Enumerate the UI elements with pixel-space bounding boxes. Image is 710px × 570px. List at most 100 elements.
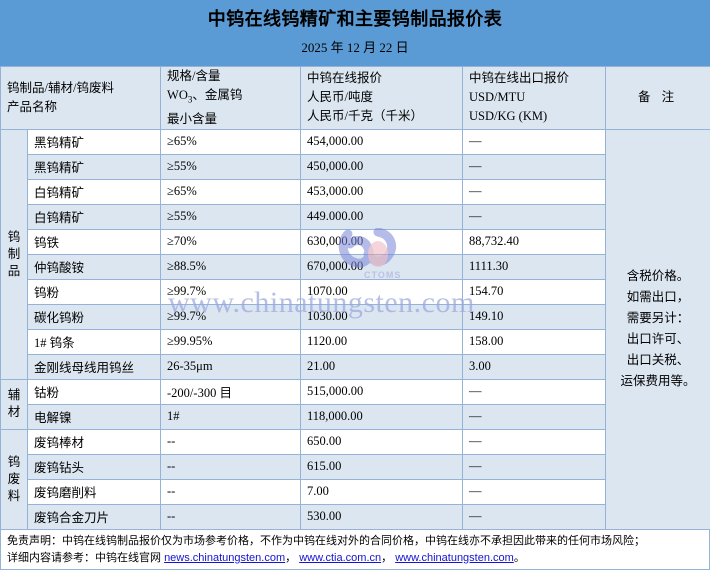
table-row: 钨 废 料 废钨棒材 -- 650.00 — xyxy=(1,429,710,454)
link-news-chinatungsten[interactable]: news.chinatungsten.com xyxy=(164,552,285,564)
table-row: 钨 制 品 黑钨精矿 ≥65% 454,000.00 — 含税价格。 如需出口，… xyxy=(1,129,710,154)
category-label-tungsten-scrap: 钨 废 料 xyxy=(1,429,28,529)
cell-product: 金刚线母线用钨丝 xyxy=(28,354,161,379)
cell-product: 电解镍 xyxy=(28,404,161,429)
header-spec-metal: 、金属钨 xyxy=(192,88,242,102)
remark-line: 出口关税、 xyxy=(612,350,704,371)
category-char: 辅 xyxy=(7,387,21,404)
cell-product: 废钨合金刀片 xyxy=(28,504,161,529)
cell-product: 废钨钻头 xyxy=(28,454,161,479)
cell-spec: -- xyxy=(161,504,301,529)
remark-line: 出口许可、 xyxy=(612,329,704,350)
cell-spec: 1# xyxy=(161,404,301,429)
cell-usd-price: 3.00 xyxy=(463,354,606,379)
cell-usd-price: — xyxy=(463,479,606,504)
header-cny-line3: 人民币/千克（千米） xyxy=(307,107,456,126)
cell-cny-price: 530.00 xyxy=(301,504,463,529)
cell-usd-price: — xyxy=(463,454,606,479)
cell-product: 钴粉 xyxy=(28,379,161,404)
cell-spec: ≥65% xyxy=(161,129,301,154)
cell-product: 黑钨精矿 xyxy=(28,129,161,154)
table-row: 废钨合金刀片 -- 530.00 — xyxy=(1,504,710,529)
header-spec-line1: 规格/含量 xyxy=(167,67,294,86)
cell-spec: -200/-300 目 xyxy=(161,379,301,404)
cell-product: 碳化钨粉 xyxy=(28,304,161,329)
cell-spec: ≥99.7% xyxy=(161,304,301,329)
cell-spec: ≥70% xyxy=(161,229,301,254)
cell-spec: 26-35μm xyxy=(161,354,301,379)
cell-cny-price: 515,000.00 xyxy=(301,379,463,404)
price-table: 钨制品/辅材/钨废料 产品名称 规格/含量 WO3、金属钨 最小含量 中钨在线报… xyxy=(0,66,710,530)
cell-cny-price: 630,000.00 xyxy=(301,229,463,254)
cell-usd-price: 149.10 xyxy=(463,304,606,329)
table-row: 仲钨酸铵 ≥88.5% 670,000.00 1111.30 xyxy=(1,254,710,279)
table-row: 白钨精矿 ≥55% 449.000.00 — xyxy=(1,204,710,229)
header-product-line1: 钨制品/辅材/钨废料 xyxy=(7,79,154,98)
cell-usd-price: 88,732.40 xyxy=(463,229,606,254)
cell-cny-price: 7.00 xyxy=(301,479,463,504)
link-separator: ， xyxy=(381,552,392,564)
cell-usd-price: — xyxy=(463,379,606,404)
category-char: 品 xyxy=(7,263,21,280)
cell-usd-price: 158.00 xyxy=(463,329,606,354)
cell-spec: ≥99.7% xyxy=(161,279,301,304)
remark-line: 如需出口， xyxy=(612,287,704,308)
header-product-line2: 产品名称 xyxy=(7,98,154,117)
cell-spec: ≥99.95% xyxy=(161,329,301,354)
cell-cny-price: 449.000.00 xyxy=(301,204,463,229)
category-char: 钨 xyxy=(7,454,21,471)
cell-usd-price: 154.70 xyxy=(463,279,606,304)
cell-cny-price: 1070.00 xyxy=(301,279,463,304)
cell-usd-price: — xyxy=(463,129,606,154)
category-label-tungsten-products: 钨 制 品 xyxy=(1,129,28,379)
cell-cny-price: 670,000.00 xyxy=(301,254,463,279)
category-char: 制 xyxy=(7,246,21,263)
header-cny-line1: 中钨在线报价 xyxy=(307,69,456,88)
cell-cny-price: 1120.00 xyxy=(301,329,463,354)
table-row: 金刚线母线用钨丝 26-35μm 21.00 3.00 xyxy=(1,354,710,379)
cell-spec: ≥65% xyxy=(161,179,301,204)
header-spec-line3: 最小含量 xyxy=(167,110,294,129)
cell-product: 仲钨酸铵 xyxy=(28,254,161,279)
disclaimer-line-2: 详细内容请参考：中钨在线官网 news.chinatungsten.com， w… xyxy=(7,550,703,567)
disclaimer-line-1: 免责声明：中钨在线钨制品报价仅为市场参考价格，不作为中钨在线对外的合同价格，中钨… xyxy=(7,533,703,550)
cell-usd-price: — xyxy=(463,204,606,229)
cell-product: 废钨磨削料 xyxy=(28,479,161,504)
header-spec-wo: WO xyxy=(167,88,188,102)
table-row: 钨粉 ≥99.7% 1070.00 154.70 xyxy=(1,279,710,304)
cell-product: 白钨精矿 xyxy=(28,204,161,229)
header-cny-price: 中钨在线报价 人民币/吨度 人民币/千克（千米） xyxy=(301,67,463,130)
cell-cny-price: 21.00 xyxy=(301,354,463,379)
header-usd-line3: USD/KG (KM) xyxy=(469,107,599,126)
cell-spec: -- xyxy=(161,479,301,504)
header-spec: 规格/含量 WO3、金属钨 最小含量 xyxy=(161,67,301,130)
cell-product: 钨铁 xyxy=(28,229,161,254)
table-header-row: 钨制品/辅材/钨废料 产品名称 规格/含量 WO3、金属钨 最小含量 中钨在线报… xyxy=(1,67,710,130)
cell-usd-price: — xyxy=(463,504,606,529)
cell-product: 钨粉 xyxy=(28,279,161,304)
cell-spec: ≥55% xyxy=(161,204,301,229)
cell-product: 废钨棒材 xyxy=(28,429,161,454)
cell-cny-price: 650.00 xyxy=(301,429,463,454)
cell-usd-price: 1111.30 xyxy=(463,254,606,279)
category-char: 废 xyxy=(7,471,21,488)
title-banner: 中钨在线钨精矿和主要钨制品报价表 2025 年 12 月 22 日 xyxy=(0,0,710,66)
table-row: 废钨磨削料 -- 7.00 — xyxy=(1,479,710,504)
category-char: 钨 xyxy=(7,229,21,246)
cell-product: 黑钨精矿 xyxy=(28,154,161,179)
cell-cny-price: 453,000.00 xyxy=(301,179,463,204)
header-product: 钨制品/辅材/钨废料 产品名称 xyxy=(1,67,161,130)
cell-spec: -- xyxy=(161,454,301,479)
remark-line: 需要另计： xyxy=(612,308,704,329)
cell-usd-price: — xyxy=(463,404,606,429)
remark-line: 含税价格。 xyxy=(612,266,704,287)
link-chinatungsten[interactable]: www.chinatungsten.com xyxy=(395,552,514,564)
page-title: 中钨在线钨精矿和主要钨制品报价表 xyxy=(0,7,710,31)
cell-usd-price: — xyxy=(463,179,606,204)
disclaimer-footer: 免责声明：中钨在线钨制品报价仅为市场参考价格，不作为中钨在线对外的合同价格，中钨… xyxy=(0,530,710,570)
cell-cny-price: 454,000.00 xyxy=(301,129,463,154)
header-cny-line2: 人民币/吨度 xyxy=(307,88,456,107)
link-ctia[interactable]: www.ctia.com.cn xyxy=(299,552,381,564)
header-usd-line1: 中钨在线出口报价 xyxy=(469,69,599,88)
cell-product: 1# 钨条 xyxy=(28,329,161,354)
